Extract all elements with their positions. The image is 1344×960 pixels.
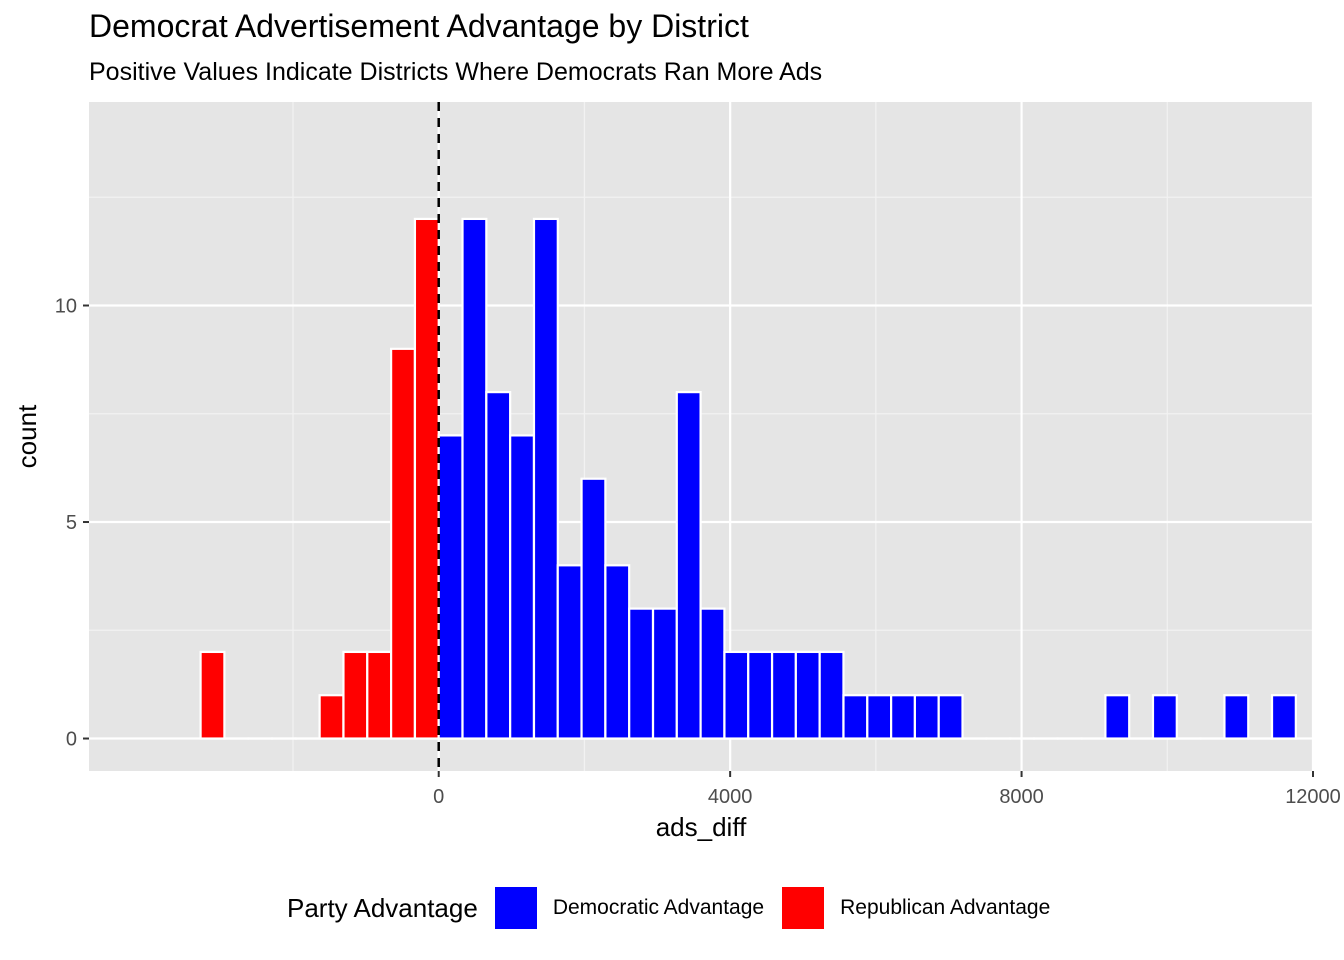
democratic-bar [937,694,964,740]
republican-bar [413,217,440,740]
democratic-bar [770,650,797,740]
democratic-bar [604,564,631,740]
democratic-bar [794,650,821,740]
democratic-bars [437,217,1297,740]
democratic-bar [485,391,512,740]
chart-subtitle: Positive Values Indicate Districts Where… [89,58,823,86]
legend-key-democratic [494,887,537,929]
democratic-bar [723,650,750,740]
democratic-bar [675,391,702,740]
legend-label-democratic: Democratic Advantage [552,896,765,919]
democratic-bar [890,694,917,740]
y-tick-label: 10 [55,296,77,318]
democratic-bar [1270,694,1297,740]
democratic-bar [651,607,678,740]
democratic-bar [1151,694,1178,740]
democratic-bar [461,217,488,740]
y-tick-label: 0 [66,729,77,751]
republican-bar [199,650,226,740]
x-tick-label: 0 [433,786,444,808]
republican-bar [390,347,417,740]
x-tick-label: 4000 [708,786,753,808]
legend: Party Advantage Democratic Advantage Rep… [287,886,1068,930]
democratic-bar [628,607,655,740]
legend-key-republican [782,887,825,929]
democratic-bar [1104,694,1131,740]
republican-bar [342,650,369,740]
democratic-bar [437,434,464,740]
democratic-bar [747,650,774,740]
x-tick-label: 8000 [999,786,1044,808]
democratic-bar [818,650,845,740]
republican-bar [366,650,393,740]
republican-bar [318,694,345,740]
democratic-bar [509,434,536,740]
legend-title: Party Advantage [287,892,478,923]
democratic-bar [580,477,607,740]
chart-title: Democrat Advertisement Advantage by Dist… [89,8,749,44]
y-axis: 0 5 10 [55,296,89,751]
democratic-bar [532,217,559,740]
democratic-bar [556,564,583,740]
democratic-bar [1223,694,1250,740]
y-tick-label: 5 [66,512,77,534]
y-axis-title: count [12,404,42,468]
x-axis-title: ads_diff [656,812,747,842]
democratic-bar [699,607,726,740]
democratic-bar [866,694,893,740]
democratic-bar [913,694,940,740]
democratic-bar [842,694,869,740]
x-axis: 0 4000 8000 12000 [433,771,1341,808]
x-tick-label: 12000 [1285,786,1341,808]
legend-label-republican: Republican Advantage [840,896,1051,919]
